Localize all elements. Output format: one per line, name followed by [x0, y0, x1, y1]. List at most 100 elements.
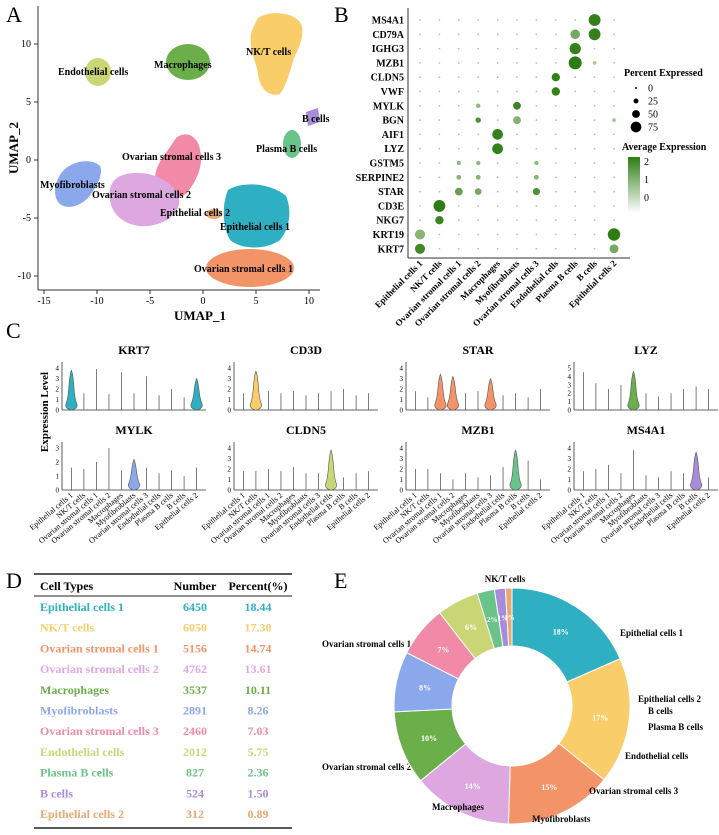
- umap-label-ovs3: Ovarian stromal cells 3: [122, 152, 221, 163]
- donut-percent-label: 6%: [465, 623, 477, 632]
- table-cell-percent: 13.61: [245, 662, 272, 676]
- dotplot-bg-dot: [574, 133, 577, 136]
- dotplot-bg-dot: [593, 162, 596, 164]
- dotplot-bg-dot: [613, 47, 615, 50]
- table-row: Ovarian stromal cells 3 2460 7.03: [40, 724, 269, 738]
- dotplot-bg-dot: [419, 205, 421, 207]
- dotplot-bg-dot: [496, 62, 499, 64]
- violin-y-tick-label: 3: [56, 375, 60, 383]
- dotplot-bg-dot: [516, 162, 518, 164]
- table-cell-percent: 1.50: [248, 786, 269, 800]
- panel-label-a: A: [6, 2, 22, 27]
- dotplot-bg-dot: [516, 147, 518, 150]
- dotplot-bg-dot: [613, 19, 615, 21]
- cluster-nkt: [250, 13, 303, 95]
- dotplot-bg-dot: [438, 147, 441, 150]
- dotplot-point: [433, 199, 446, 212]
- dotplot-gene-label: CLDN5: [371, 73, 404, 84]
- dotplot-bg-dot: [574, 233, 577, 236]
- umap-y-label: UMAP_2: [6, 122, 21, 174]
- violin-shape: [190, 377, 203, 411]
- donut-category-label: Myofibroblasts: [532, 814, 591, 824]
- size-legend-dot: [633, 98, 639, 104]
- dotplot-gene-label: BGN: [382, 116, 404, 127]
- size-legend-label: 75: [648, 123, 658, 134]
- dotplot-point: [435, 216, 444, 225]
- color-legend-label: 2: [644, 157, 649, 168]
- dotplot-bg-dot: [438, 104, 441, 107]
- dotplot-bg-dot: [477, 19, 480, 21]
- dotplot-bg-dot: [457, 247, 460, 250]
- violin-shape: [249, 370, 262, 411]
- dotplot-gene-label: KRT7: [378, 244, 404, 255]
- dotplot-bg-dot: [535, 19, 538, 21]
- violin-y-tick-label: 4: [56, 365, 60, 373]
- dotplot-bg-dot: [535, 247, 538, 250]
- dotplot-point: [607, 228, 621, 241]
- table-cell-number: 3537: [183, 683, 207, 697]
- violin-y-tick-label: 0: [568, 407, 572, 415]
- dotplot-bg-dot: [457, 62, 460, 64]
- violin-y-tick-label: 3: [400, 455, 404, 463]
- donut-category-label: Plasma B cells: [648, 722, 703, 732]
- dotplot-bg-dot: [477, 133, 480, 136]
- dotplot-bg-dot: [457, 76, 460, 79]
- dotplot-point: [513, 116, 521, 124]
- dotplot-legend: Percent Expressed Average Expression 025…: [622, 68, 707, 213]
- dotplot-bg-dot: [516, 233, 518, 236]
- dotplot-point: [609, 244, 619, 254]
- dotplot-bg-dot: [438, 119, 441, 121]
- color-legend-label: 0: [644, 193, 649, 204]
- table-header-percent: Percent(%): [228, 579, 287, 593]
- table-cell-percent: 7.03: [248, 724, 269, 738]
- panel-label-c: C: [6, 318, 21, 343]
- dotplot-bg-dot: [438, 47, 441, 50]
- umap-label-endo: Endothelial cells: [58, 67, 128, 78]
- dotplot-bg-dot: [554, 47, 557, 50]
- cluster-ovs3: [155, 134, 202, 197]
- dotplot-bg-dot: [554, 219, 557, 222]
- umap-x-tick-label: 5: [254, 296, 259, 307]
- dotplot-bg-dot: [496, 76, 499, 79]
- dotplot-gene-label: CD3E: [378, 201, 404, 212]
- table-row: Macrophages 3537 10.11: [40, 683, 271, 697]
- dotplot-bg-dot: [554, 247, 557, 250]
- donut-category-label: Ovarian stromal cells 1: [322, 639, 412, 649]
- umap-y-tick-label: -10: [18, 271, 31, 282]
- size-legend-label: 25: [648, 97, 658, 108]
- dotplot-bg-dot: [438, 247, 441, 250]
- table-cell-type: B cells: [40, 786, 73, 800]
- table-cell-number: 312: [186, 807, 204, 821]
- violin-y-tick-label: 0: [568, 487, 572, 495]
- size-legend-dot: [630, 121, 642, 133]
- table-row: Epithelial cells 1 6450 18.44: [40, 600, 272, 614]
- table-rows: Epithelial cells 1 6450 18.44 NK/T cells 605…: [40, 600, 272, 821]
- donut-percent-label: 1%: [498, 614, 509, 622]
- violin-y-tick-label: 2: [568, 466, 572, 474]
- dotplot-gene-label: NKG7: [376, 216, 404, 227]
- violin-shape: [65, 369, 78, 411]
- dotplot-bg-dot: [496, 33, 499, 36]
- table-cell-number: 524: [186, 786, 204, 800]
- umap-label-mac: Macrophages: [154, 60, 212, 71]
- violin-y-tick-label: 4: [400, 365, 404, 373]
- dotplot-bg-dot: [574, 19, 577, 21]
- dotplot-bg-dot: [535, 104, 538, 107]
- table-cell-percent: 18.44: [245, 600, 272, 614]
- dotplot-bg-dot: [574, 219, 577, 222]
- table-row: Endothelial cells 2012 5.75: [40, 745, 269, 759]
- donut-percent-label: 2%: [487, 616, 498, 624]
- donut-percent-label: 17%: [592, 714, 608, 723]
- violin-y-tick-label: 5: [568, 365, 572, 373]
- table-cell-number: 6050: [183, 621, 207, 635]
- umap-x-tick-label: 10: [304, 296, 314, 307]
- dotplot-bg-dot: [477, 47, 480, 50]
- table-cell-type: Ovarian stromal cells 2: [40, 662, 159, 676]
- dotplot-bg-dot: [535, 119, 538, 121]
- dotplot-bg-dot: [574, 147, 577, 150]
- panel-label-e: E: [334, 568, 347, 593]
- dotplot-gene-label: MYLK: [373, 101, 404, 112]
- umap-label-bcell: B cells: [302, 114, 330, 125]
- dotplot-bg-dot: [554, 62, 557, 64]
